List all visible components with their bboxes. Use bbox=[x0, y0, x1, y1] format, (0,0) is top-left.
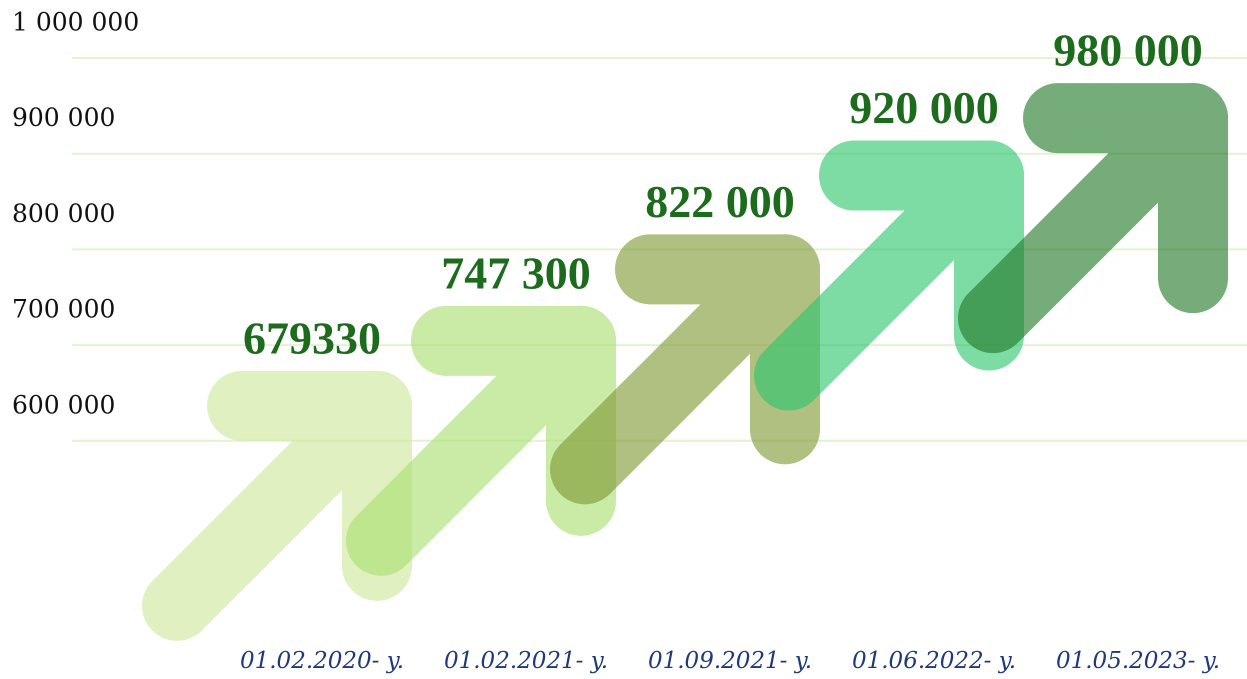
arrow bbox=[958, 83, 1228, 354]
y-tick-label: 600 000 bbox=[12, 390, 115, 419]
x-tick-label: 01.06.2022- y. bbox=[852, 648, 1016, 674]
x-tick-label: 01.02.2020- y. bbox=[240, 648, 404, 674]
x-tick-label: 01.02.2021- y. bbox=[444, 648, 608, 674]
value-label: 822 000 bbox=[645, 176, 795, 227]
y-tick-label: 1 000 000 bbox=[12, 8, 139, 37]
value-label: 679330 bbox=[243, 312, 381, 363]
y-tick-label: 900 000 bbox=[12, 103, 115, 132]
y-tick-label: 700 000 bbox=[12, 295, 115, 324]
arrow bbox=[142, 370, 412, 641]
value-label: 747 300 bbox=[441, 247, 591, 298]
y-tick-label: 800 000 bbox=[12, 199, 115, 228]
x-tick-label: 01.05.2023- y. bbox=[1056, 648, 1220, 674]
x-tick-label: 01.09.2021- y. bbox=[648, 648, 812, 674]
value-label: 920 000 bbox=[849, 82, 999, 133]
value-label: 980 000 bbox=[1053, 25, 1203, 76]
